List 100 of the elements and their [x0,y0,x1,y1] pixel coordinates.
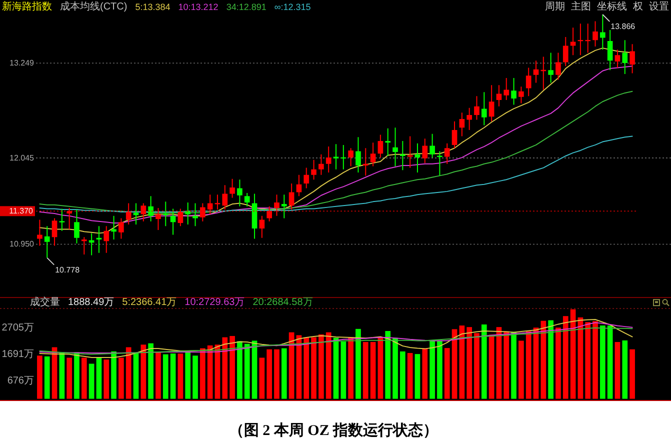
bar [52,347,58,399]
candlestick [600,14,606,50]
y-tick-label: 13.249 [10,58,35,68]
candlestick [274,194,280,216]
text: 5:13.384 [135,2,170,12]
bar [518,340,524,399]
bar [37,356,42,399]
line-series [39,90,633,214]
candlestick [311,160,316,180]
bar [111,351,116,399]
bar [533,328,539,399]
bar [526,331,532,399]
bar [504,331,510,399]
candlestick [585,24,591,53]
bar [126,347,132,399]
text: 设置 [649,0,669,12]
bar [496,327,502,399]
candlestick [326,146,332,173]
text: 10:13.212 [178,2,218,12]
line-series [39,66,633,224]
bar [222,337,228,399]
bar [422,348,428,399]
bar [288,332,294,399]
candlestick [111,216,116,240]
bar [414,354,420,399]
candlestick [437,151,442,176]
candlestick [66,208,72,230]
y-tick-label: 1691万 [2,349,34,360]
bar [156,352,161,399]
bar [578,317,584,399]
bar [592,321,598,399]
y-tick-label: 12.045 [10,153,35,162]
candlestick [504,78,510,100]
bar [407,352,413,399]
bar [296,335,302,399]
candlestick [230,178,235,198]
candlestick [400,141,406,170]
bar [474,333,480,399]
bar [614,342,620,399]
y-tick-label: 10.950 [10,240,35,249]
bar [437,340,442,399]
candlestick [548,52,554,83]
text: 20:2684.58万 [252,297,313,308]
bar [133,352,139,399]
candlestick [96,226,102,253]
bar [400,351,406,399]
text: （图 2 本周 OZ 指数运行状态） [228,422,438,439]
bar [385,331,391,399]
candlestick [81,237,87,254]
bar [230,336,235,399]
bar [622,340,628,399]
annotation: 坐标线 [597,0,627,12]
candlestick [333,144,339,170]
line-series [39,327,633,355]
bar [81,358,87,399]
bar [444,348,450,399]
bar [556,328,561,399]
candlestick [244,193,250,206]
candlestick [392,128,398,166]
bar [266,349,272,399]
candlestick [481,92,487,126]
bar [104,360,110,399]
bar [362,342,368,399]
bar [185,352,191,399]
candlestick [59,208,65,231]
bar [488,334,494,399]
bar [178,354,184,399]
bar [392,338,398,399]
candlestick [281,194,287,218]
bar [148,343,154,399]
bar [304,337,310,399]
candlestick [214,194,220,210]
candlestick [430,134,435,158]
bar [96,357,102,399]
candlestick [407,136,413,168]
candlestick [162,202,168,226]
bar [118,358,124,399]
candlestick [518,86,524,104]
y-tick-label: 676万 [7,376,34,387]
bar [340,341,346,399]
bar [170,354,176,399]
bar [562,316,568,399]
bar [74,352,80,399]
candlestick [630,44,635,74]
annotation: 主图 [571,0,591,12]
bar [244,344,250,399]
candlestick [118,218,124,239]
bar [259,358,265,399]
annotation: 周期 [545,0,565,12]
bar [466,327,472,399]
bar [378,337,384,399]
candlestick [511,78,516,105]
candlestick [556,52,561,80]
bar [348,337,354,399]
bar [540,320,546,399]
candlestick [540,56,546,90]
bar [318,334,324,399]
bar [570,309,576,399]
bar [481,324,487,399]
chart-title: 成交量 [30,296,60,308]
